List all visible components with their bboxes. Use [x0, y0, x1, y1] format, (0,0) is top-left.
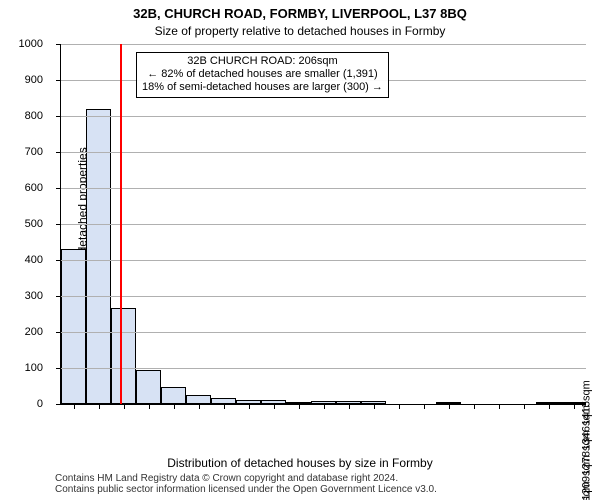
x-tick	[274, 404, 275, 409]
annotation-line: 32B CHURCH ROAD: 206sqm	[142, 55, 383, 68]
histogram-bar	[111, 308, 136, 404]
grid-line	[61, 116, 586, 117]
y-tick-label: 300	[25, 290, 43, 302]
y-tick-label: 0	[37, 398, 43, 410]
y-tick-label: 400	[25, 254, 43, 266]
grid-line	[61, 368, 586, 369]
chart-title: 32B, CHURCH ROAD, FORMBY, LIVERPOOL, L37…	[0, 6, 600, 21]
grid-line	[61, 260, 586, 261]
x-tick-label: 1415sqm	[580, 413, 592, 426]
x-tick	[99, 404, 100, 409]
histogram-bar	[136, 370, 161, 404]
x-tick	[199, 404, 200, 409]
y-tick-label: 900	[25, 74, 43, 86]
grid-line	[61, 224, 586, 225]
x-tick	[449, 404, 450, 409]
annotation-box: 32B CHURCH ROAD: 206sqm← 82% of detached…	[136, 52, 389, 98]
y-tick-label: 600	[25, 182, 43, 194]
histogram-bar	[186, 395, 211, 404]
annotation-line: ← 82% of detached houses are smaller (1,…	[142, 68, 383, 81]
y-tick-label: 700	[25, 146, 43, 158]
plot-area: 01002003004005006007008009001000 42sqm11…	[60, 44, 586, 405]
histogram-bar	[61, 249, 86, 404]
histogram-bar	[161, 387, 186, 404]
x-tick	[474, 404, 475, 409]
y-tick-label: 800	[25, 110, 43, 122]
x-tick	[549, 404, 550, 409]
y-tick-label: 100	[25, 362, 43, 374]
y-tick-label: 1000	[19, 38, 43, 50]
grid-line	[61, 188, 586, 189]
reference-line	[120, 44, 122, 404]
histogram-bar	[86, 109, 111, 404]
x-tick	[424, 404, 425, 409]
x-tick	[374, 404, 375, 409]
x-tick	[224, 404, 225, 409]
x-tick	[499, 404, 500, 409]
x-tick	[524, 404, 525, 409]
x-tick	[299, 404, 300, 409]
x-axis-label: Distribution of detached houses by size …	[0, 456, 600, 470]
x-tick	[174, 404, 175, 409]
x-tick	[324, 404, 325, 409]
x-tick	[249, 404, 250, 409]
x-tick	[74, 404, 75, 409]
y-tick-label: 200	[25, 326, 43, 338]
x-tick	[124, 404, 125, 409]
x-tick	[349, 404, 350, 409]
x-tick	[399, 404, 400, 409]
annotation-line: 18% of semi-detached houses are larger (…	[142, 81, 383, 94]
grid-line	[61, 332, 586, 333]
y-tick-label: 500	[25, 218, 43, 230]
x-tick	[149, 404, 150, 409]
grid-line	[61, 44, 586, 45]
footer-attribution: Contains HM Land Registry data © Crown c…	[55, 473, 437, 495]
chart-subtitle: Size of property relative to detached ho…	[0, 24, 600, 38]
x-tick	[574, 404, 575, 409]
grid-line	[61, 296, 586, 297]
grid-line	[61, 152, 586, 153]
